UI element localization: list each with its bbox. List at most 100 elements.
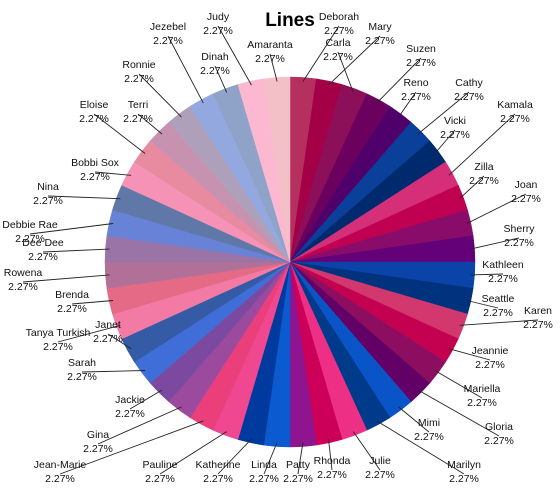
slice-label-value: 2.27% xyxy=(323,51,353,63)
slice-label-value: 2.27% xyxy=(45,473,75,485)
slice-label-value: 2.27% xyxy=(249,473,279,485)
slice-label-name: Debbie Rae xyxy=(2,219,58,231)
slice-label-name: Terri xyxy=(128,99,148,111)
leader-line xyxy=(29,223,114,235)
leader-line xyxy=(297,442,304,475)
slice-label-value: 2.27% xyxy=(79,113,109,125)
leader-line xyxy=(448,348,491,361)
leader-line xyxy=(328,438,333,471)
slice-label-name: Gloria xyxy=(485,421,513,433)
slice-label: Sarah 2.27% xyxy=(67,357,97,383)
leader-line xyxy=(398,91,417,118)
slice-label: Seattle 2.27% xyxy=(482,293,515,319)
slice-label-value: 2.27% xyxy=(57,303,87,315)
slice-label-name: Rowena xyxy=(4,267,43,279)
slice-label: Debbie Rae 2.27% xyxy=(2,219,58,245)
slice-label-value: 2.27% xyxy=(401,91,431,103)
slice-label: Deborah 2.27% xyxy=(319,11,359,37)
slice-label: Katherine 2.27% xyxy=(196,459,241,485)
leader-line xyxy=(81,370,146,373)
slice-label-name: Judy xyxy=(207,11,230,23)
slice-label-value: 2.27% xyxy=(33,195,63,207)
slice-label-value: 2.27% xyxy=(414,431,444,443)
leader-line xyxy=(459,319,539,326)
slice-label-name: Jezebel xyxy=(150,21,186,33)
slice-label-name: Zilla xyxy=(474,161,493,173)
leader-line xyxy=(466,193,527,224)
slice-label: Terri 2.27% xyxy=(123,99,153,125)
slice-label-value: 2.27% xyxy=(124,73,154,85)
slice-label-value: 2.27% xyxy=(80,171,110,183)
slice-label-value: 2.27% xyxy=(406,57,436,69)
leader-line xyxy=(328,35,381,86)
slice-label-value: 2.27% xyxy=(15,233,45,245)
slice-label-value: 2.27% xyxy=(83,443,113,455)
slice-label: Zilla 2.27% xyxy=(469,161,499,187)
slice-label-value: 2.27% xyxy=(484,435,514,447)
slice-label: Judy 2.27% xyxy=(203,11,233,37)
slice-label-name: Bobbi Sox xyxy=(71,157,120,169)
slice-labels: Deborah 2.27% Mary 2.27% Carla 2.27% Suzen 2.27… xyxy=(2,11,553,485)
slice-label-value: 2.27% xyxy=(511,193,541,205)
slice-label-name: Kamala xyxy=(497,99,533,111)
slice-label: Eloise 2.27% xyxy=(79,99,109,125)
slice-label-value: 2.27% xyxy=(440,129,470,141)
slice-label-value: 2.27% xyxy=(483,307,513,319)
slice-label: Vicki 2.27% xyxy=(440,115,470,141)
leader-line xyxy=(417,91,470,135)
slice-label-name: Marilyn xyxy=(447,459,481,471)
pie-slices xyxy=(104,76,476,448)
slice-label-value: 2.27% xyxy=(8,281,38,293)
leader-line xyxy=(167,35,204,104)
leader-line xyxy=(217,438,252,475)
slice-label-name: Rhonda xyxy=(314,455,351,467)
slice-label-name: Eloise xyxy=(80,99,109,111)
leader-line xyxy=(107,333,132,350)
slice-label-value: 2.27% xyxy=(145,473,175,485)
leader-line xyxy=(448,113,516,176)
leader-line xyxy=(398,406,430,433)
leader-line xyxy=(94,171,132,176)
slice-label: Gloria 2.27% xyxy=(484,421,514,447)
slice-label-value: 2.27% xyxy=(454,91,484,103)
slice-label-value: 2.27% xyxy=(93,333,123,345)
slice-label-value: 2.27% xyxy=(488,273,518,285)
leader-line xyxy=(71,300,114,305)
slice-label-name: Brenda xyxy=(55,289,89,301)
slice-label: Jeannie 2.27% xyxy=(472,345,509,371)
slice-label-value: 2.27% xyxy=(43,341,73,353)
slice-label-value: 2.27% xyxy=(115,408,145,420)
slice-label-name: Amaranta xyxy=(247,39,293,51)
slice-label-name: Julie xyxy=(369,455,391,467)
slice-label-name: Joan xyxy=(515,179,538,191)
slice-label-value: 2.27% xyxy=(255,53,285,65)
leader-line xyxy=(137,113,163,135)
slice-label: Jean-Marie 2.27% xyxy=(34,459,87,485)
slice-label: Linda 2.27% xyxy=(249,459,279,485)
slice-label-name: Karen xyxy=(524,305,552,317)
leader-line xyxy=(129,389,163,410)
leader-lines xyxy=(22,25,539,475)
slice-label-value: 2.27% xyxy=(449,473,479,485)
slice-label-name: Seattle xyxy=(482,293,515,305)
slice-label-name: Dinah xyxy=(201,51,229,63)
slice-label: Rhonda 2.27% xyxy=(314,455,351,481)
slice-label: Kamala 2.27% xyxy=(497,99,533,125)
slice-label: Mimi 2.27% xyxy=(414,417,444,443)
slice-label-value: 2.27% xyxy=(203,473,233,485)
leader-line xyxy=(459,175,485,200)
leader-line xyxy=(466,300,499,309)
slice-label: Gina 2.27% xyxy=(83,429,113,455)
leader-line xyxy=(352,431,381,471)
leader-line xyxy=(470,237,520,250)
slice-label: Nina 2.27% xyxy=(33,181,63,207)
slice-label: Tanya Turkish 2.27% xyxy=(26,327,91,353)
slice-label: Ronnie 2.27% xyxy=(122,59,155,85)
slice-label: Marilyn 2.27% xyxy=(447,459,481,485)
slice-label-value: 2.27% xyxy=(475,359,505,371)
slice-label-name: Jeannie xyxy=(472,345,509,357)
slice-label-value: 2.27% xyxy=(200,65,230,77)
slice-label: Cathy 2.27% xyxy=(454,77,484,103)
leader-line xyxy=(214,65,228,93)
slice-label-value: 2.27% xyxy=(153,35,183,47)
